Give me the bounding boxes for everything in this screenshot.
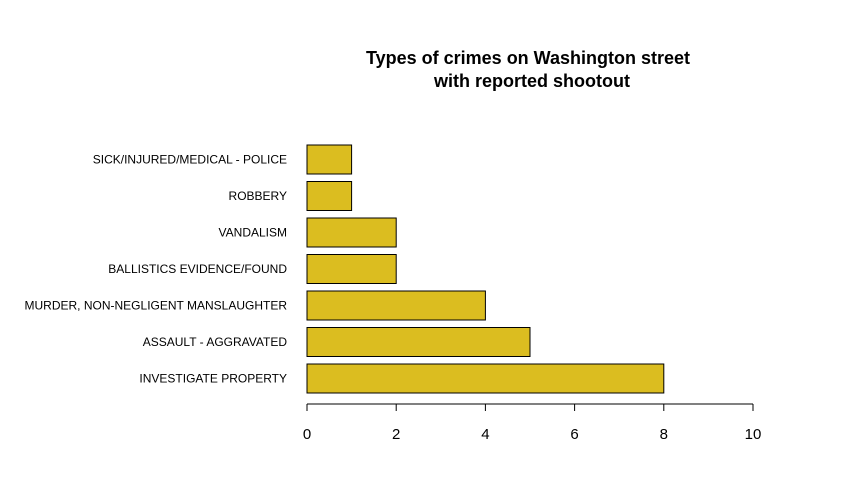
category-label-vandalism: VANDALISM <box>219 226 287 240</box>
category-label-assault-aggravated: ASSAULT - AGGRAVATED <box>143 335 288 349</box>
x-tick-label-0: 0 <box>303 426 311 443</box>
chart-title-line-1: Types of crimes on Washington street <box>366 48 690 68</box>
category-labels-group: SICK/INJURED/MEDICAL - POLICE ROBBERY VAND… <box>25 153 288 386</box>
chart-title-line-2: with reported shootout <box>433 71 630 91</box>
category-label-sick-injured-medical-police: SICK/INJURED/MEDICAL - POLICE <box>93 153 287 167</box>
x-tick-label-2: 2 <box>392 426 400 443</box>
bar-assault-aggravated <box>306 327 531 357</box>
bar-sick-injured-medical-police <box>306 144 353 175</box>
x-tick-label-4: 4 <box>481 426 489 443</box>
bars-group <box>306 144 665 394</box>
x-axis: 0 2 4 6 8 10 <box>303 403 762 443</box>
bar-investigate-property <box>306 363 665 394</box>
bar-vandalism <box>306 217 397 248</box>
category-label-ballistics-evidence-found: BALLISTICS EVIDENCE/FOUND <box>108 262 287 276</box>
x-tick-label-6: 6 <box>570 426 578 443</box>
bar-ballistics-evidence-found <box>306 254 397 284</box>
x-tick-label-8: 8 <box>660 426 668 443</box>
bar-robbery <box>306 181 353 211</box>
x-tick-label-10: 10 <box>745 426 762 443</box>
category-label-robbery: ROBBERY <box>229 189 287 203</box>
category-label-investigate-property: INVESTIGATE PROPERTY <box>139 372 287 386</box>
category-label-murder-non-negligent-manslaughter: MURDER, NON-NEGLIGENT MANSLAUGHTER <box>25 299 288 313</box>
bar-murder-non-negligent-manslaughter <box>306 290 486 321</box>
